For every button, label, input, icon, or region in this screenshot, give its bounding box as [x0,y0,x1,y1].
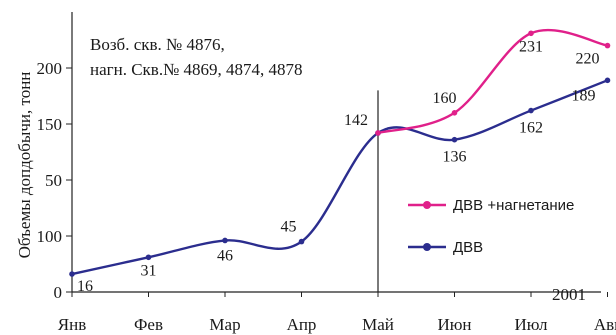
series-2-data-label: 142 [344,112,368,129]
series-2-point [145,254,152,261]
series-1-point [528,30,534,37]
series-line-1 [377,28,608,135]
series-1-point [375,130,381,136]
y-tick-label: 50 [45,171,62,190]
x-tick-label: Авг [594,315,616,334]
series-2-data-label: 16 [77,278,93,295]
x-tick-label: Янв [58,315,86,334]
ticks: 0 100 50 150 200 Янв Фев Мар Апр Май Июн Июл Авг [37,59,616,334]
series-2-data-label: 46 [217,247,233,264]
series-1-data-label: 231 [519,38,543,55]
legend-label-1: ДВВ +нагнетание [453,197,574,214]
legend-marker-1 [423,201,431,209]
series-2-point [298,238,305,245]
legend-label-2: ДВВ [453,239,483,256]
axes [71,12,601,293]
y-tick-label: 100 [37,227,63,246]
series-2-point [604,77,611,84]
series-1-point [451,110,458,116]
x-tick-label: Июн [437,315,471,334]
data-labels: 16 31 46 45 142 136 162 189 160 231 220 [77,38,600,295]
annotation-line-2: нагн. Скв.№ 4869, 4874, 4878 [90,60,303,79]
legend-marker-2 [423,243,431,251]
x-tick-label: Июл [514,315,548,334]
y-tick-label: 200 [37,59,63,78]
series-2-data-label: 45 [281,219,297,236]
series-1-data-label: 220 [576,51,600,68]
y-tick-label: 150 [37,115,63,134]
x-tick-label: Апр [287,315,317,334]
series-2-point [69,271,75,277]
series-2-data-label: 136 [443,149,467,166]
y-tick-label: 0 [54,283,63,302]
x-tick-label: Мар [209,315,240,334]
series-2-point [528,107,534,114]
x-tick-label: Май [362,315,394,334]
annotation-line-1: Возб. скв. № 4876, [90,35,225,54]
series-lines [71,28,608,276]
x-tick-label: Фев [134,315,163,334]
series-2-data-label: 162 [519,120,543,137]
series-points [69,30,611,277]
series-1-data-label: 160 [433,90,457,107]
y-axis-label: Объемы допдобычи, тонн [15,72,34,259]
series-2-data-label: 189 [572,87,596,104]
year-label: 2001 [552,285,586,304]
series-2-point [451,136,458,143]
series-line-2 [71,79,608,276]
series-2-data-label: 31 [141,262,157,279]
legend: ДВВ +нагнетание ДВВ [408,197,574,256]
series-1-point [604,42,611,49]
series-2-point [222,237,228,244]
